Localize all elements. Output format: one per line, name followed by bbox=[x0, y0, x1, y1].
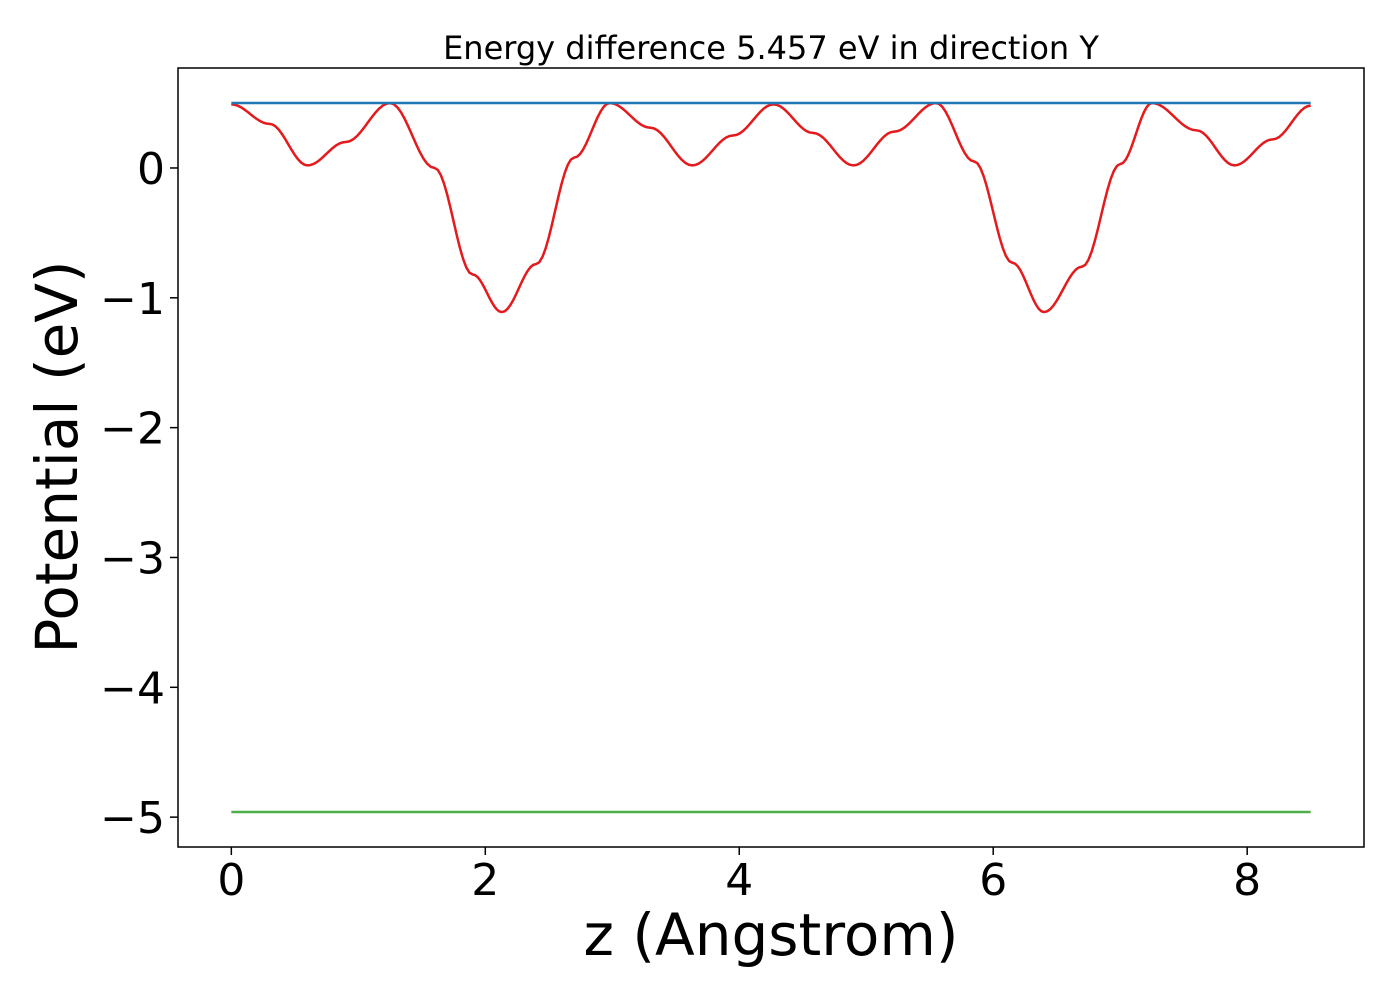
x-tick-label: 8 bbox=[1233, 855, 1261, 906]
y-axis-label: Potential (eV) bbox=[23, 260, 91, 653]
x-axis: 0 2 4 6 8 bbox=[217, 847, 1261, 906]
y-tick-label: 0 bbox=[137, 144, 165, 195]
x-tick-label: 2 bbox=[471, 855, 499, 906]
x-tick-label: 6 bbox=[979, 855, 1007, 906]
chart-title: Energy difference 5.457 eV in direction … bbox=[443, 29, 1099, 67]
y-tick-label: −2 bbox=[100, 404, 165, 455]
x-tick-label: 4 bbox=[725, 855, 753, 906]
x-axis-label: z (Angstrom) bbox=[584, 901, 959, 969]
y-tick-label: −3 bbox=[100, 533, 165, 584]
series-line-1 bbox=[231, 101, 1311, 314]
x-tick-label: 0 bbox=[217, 855, 245, 906]
plot-area bbox=[231, 101, 1311, 814]
y-tick-label: −1 bbox=[100, 274, 165, 325]
y-axis: 0 −1 −2 −3 −4 −5 bbox=[100, 144, 178, 844]
plot-frame bbox=[177, 67, 1365, 848]
y-tick-label: −5 bbox=[100, 793, 165, 844]
y-tick-label: −4 bbox=[100, 663, 165, 714]
